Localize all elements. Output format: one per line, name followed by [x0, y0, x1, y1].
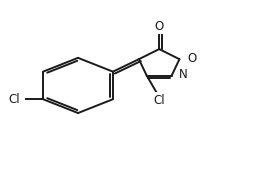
Text: N: N: [179, 68, 188, 81]
Text: Cl: Cl: [154, 94, 165, 107]
Text: O: O: [188, 52, 197, 65]
Text: O: O: [154, 20, 164, 33]
Text: Cl: Cl: [9, 93, 21, 106]
